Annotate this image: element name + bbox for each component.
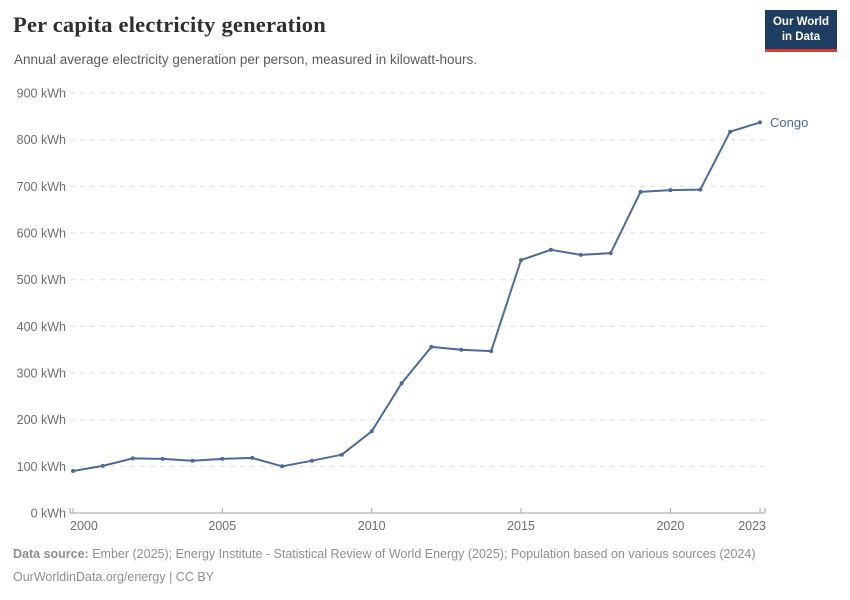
y-axis-label: 100 kWh: [17, 460, 66, 474]
data-point: [100, 463, 105, 468]
data-point: [339, 452, 344, 457]
owid-logo-line2: in Data: [781, 30, 821, 43]
y-axis-label: 300 kWh: [17, 367, 66, 381]
data-point: [758, 120, 762, 125]
data-point: [548, 247, 553, 252]
y-axis-label: 900 kWh: [17, 87, 66, 101]
y-axis-label: 0 kWh: [31, 507, 66, 521]
data-point: [130, 456, 135, 461]
owid-logo-line1: Our World: [772, 16, 829, 28]
credit-link[interactable]: OurWorldinData.org/energy | CC BY: [13, 569, 215, 584]
y-axis-label: 200 kWh: [17, 413, 66, 427]
data-point: [160, 456, 165, 461]
data-point: [310, 458, 314, 463]
data-point: [728, 129, 733, 134]
data-point: [638, 189, 643, 194]
y-axis-label: 500 kWh: [17, 273, 66, 287]
owid-logo[interactable]: Our World in Data: [764, 10, 837, 52]
x-axis-label: 2020: [656, 519, 684, 533]
data-point: [578, 252, 583, 257]
data-point: [369, 429, 374, 434]
page-subtitle: Annual average electricity generation pe…: [14, 52, 478, 67]
x-axis-label: 2000: [70, 519, 98, 533]
y-axis-label: 800 kWh: [17, 133, 66, 147]
data-source-text: Ember (2025); Energy Institute - Statist…: [88, 547, 756, 561]
data-point: [519, 258, 523, 263]
page-title: Per capita electricity generation: [13, 12, 326, 37]
credit-line: OurWorldinData.org/energy | CC BY: [13, 566, 837, 589]
data-point: [608, 251, 613, 256]
series-end-label[interactable]: Congo: [770, 115, 808, 130]
data-source-label: Data source:: [13, 547, 89, 561]
data-point: [429, 344, 434, 349]
series-line-congo: [72, 121, 761, 472]
data-point: [668, 188, 673, 193]
data-point: [250, 455, 255, 460]
data-point: [459, 347, 464, 352]
x-axis-label: 2005: [208, 519, 236, 533]
y-axis-label: 600 kWh: [17, 227, 66, 241]
chart-footer: Data source: Ember (2025); Energy Instit…: [13, 543, 837, 588]
data-point: [489, 349, 494, 354]
x-axis-label: 2015: [507, 519, 535, 533]
data-source-line: Data source: Ember (2025); Energy Instit…: [13, 543, 837, 566]
data-point: [399, 381, 404, 386]
data-point: [190, 458, 195, 463]
data-point: [71, 469, 75, 473]
y-axis-label: 400 kWh: [17, 320, 66, 334]
x-axis-label: 2010: [358, 519, 386, 533]
x-axis-label: 2023: [738, 519, 766, 533]
data-point: [280, 464, 285, 469]
data-point: [698, 187, 703, 192]
data-point: [220, 456, 225, 461]
y-axis-label: 700 kWh: [17, 180, 66, 194]
